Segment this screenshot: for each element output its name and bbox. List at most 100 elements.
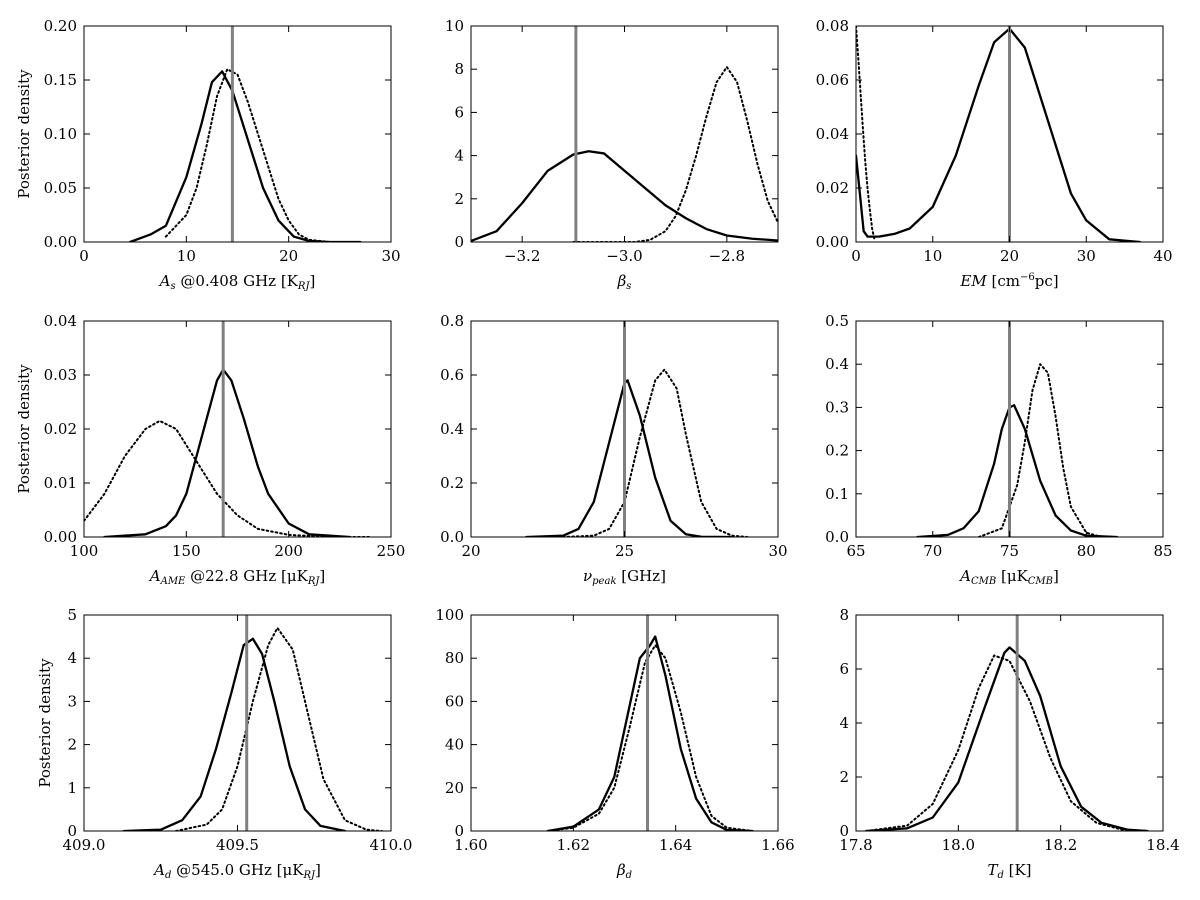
x-axis-label: βs <box>617 272 632 292</box>
y-tick-label: 0.03 <box>44 366 77 384</box>
x-tick-label: 410.0 <box>370 836 413 854</box>
x-tick-label: 10 <box>177 247 196 265</box>
x-tick-label: 200 <box>274 542 303 560</box>
x-tick-label: 85 <box>1153 542 1172 560</box>
y-tick-label: 0 <box>454 233 464 251</box>
y-tick-label: 100 <box>435 606 464 624</box>
y-tick-label: 0.00 <box>44 528 77 546</box>
y-axis-label: Posterior density <box>15 69 33 199</box>
series-dotted-line <box>175 626 383 831</box>
series-solid-line <box>128 70 362 242</box>
y-tick-label: 0.08 <box>816 17 849 35</box>
y-tick-label: 0.20 <box>44 17 77 35</box>
x-tick-label: 409.0 <box>63 836 106 854</box>
y-tick-label: 0.6 <box>440 366 464 384</box>
y-tick-label: 0.00 <box>44 233 77 251</box>
x-axis-label: As @0.408 GHz [KRJ] <box>158 272 316 292</box>
y-tick-label: 0.1 <box>825 485 849 503</box>
series-dotted-line <box>164 68 331 242</box>
x-tick-label: 0 <box>851 247 861 265</box>
y-tick-label: 0.3 <box>825 398 849 416</box>
y-axis-label: Posterior density <box>15 364 33 494</box>
x-tick-label: 250 <box>377 542 406 560</box>
x-tick-label: 18.4 <box>1146 836 1179 854</box>
series-dotted-line <box>546 644 754 831</box>
x-tick-label: 40 <box>1153 247 1172 265</box>
y-tick-label: 0.04 <box>816 125 849 143</box>
y-tick-label: 0.02 <box>816 179 849 197</box>
subplot-7: 409.0 409.5 410.0 0 1 2 3 4 5 Ad @545.0 GHz [μKRJ… <box>36 606 412 881</box>
y-tick-label: 20 <box>445 779 464 797</box>
x-tick-label: 75 <box>1000 542 1019 560</box>
x-tick-label: 1.66 <box>761 836 794 854</box>
x-tick-label: 20 <box>279 247 298 265</box>
series-dotted-line <box>977 363 1103 537</box>
y-tick-label: 0.06 <box>816 71 849 89</box>
y-tick-label: 0.4 <box>440 420 464 438</box>
series-solid-line <box>525 379 734 537</box>
y-tick-label: 8 <box>454 60 464 78</box>
x-tick-label: 150 <box>172 542 201 560</box>
y-tick-label: 0.01 <box>44 474 77 492</box>
series-solid-line <box>856 27 1142 242</box>
x-tick-label: 65 <box>846 542 865 560</box>
x-tick-label: 25 <box>615 542 634 560</box>
x-tick-label: 18.2 <box>1044 836 1077 854</box>
x-tick-label: 1.62 <box>557 836 590 854</box>
y-axis-label: Posterior density <box>36 658 54 788</box>
series-dotted-line <box>84 419 372 537</box>
subplot-6: 65 70 75 80 85 0.0 0.1 0.2 0.3 0.4 0.5 ACMB [μKCMB] <box>825 312 1172 587</box>
y-tick-label: 3 <box>67 692 77 710</box>
series-solid-line <box>471 150 778 242</box>
x-tick-label: 1.60 <box>454 836 487 854</box>
y-tick-label: 80 <box>445 649 464 667</box>
y-tick-label: 6 <box>839 660 849 678</box>
series-solid-line <box>122 637 347 831</box>
y-tick-label: 0 <box>839 822 849 840</box>
y-tick-label: 0.5 <box>825 312 849 330</box>
subplot-9: 17.8 18.0 18.2 18.4 0 2 4 6 8 Td [K] <box>839 606 1179 881</box>
x-tick-label: 0 <box>79 247 89 265</box>
x-tick-label: 80 <box>1077 542 1096 560</box>
y-tick-label: 0.0 <box>440 528 464 546</box>
y-tick-label: 4 <box>454 147 464 165</box>
series-solid-line <box>103 368 352 537</box>
y-tick-label: 2 <box>839 768 849 786</box>
y-tick-label: 2 <box>67 736 77 754</box>
x-axis-label: Td [K] <box>987 861 1031 881</box>
subplot-2: −3.2 −3.0 −2.8 0 2 4 6 8 10 βs <box>445 17 779 292</box>
subplot-3: 0 10 20 30 40 0.00 0.02 0.04 0.06 0.08 EM [cm−6pc] <box>816 17 1173 290</box>
series-dotted-line <box>562 368 749 537</box>
x-tick-label: 18.0 <box>942 836 975 854</box>
x-tick-label: −3.2 <box>504 247 540 265</box>
x-tick-label: 100 <box>70 542 99 560</box>
x-axis-label: νpeak [GHz] <box>583 567 666 587</box>
y-tick-label: 2 <box>454 190 464 208</box>
x-tick-label: 17.8 <box>839 836 872 854</box>
x-tick-label: 30 <box>381 247 400 265</box>
subplot-5: 20 25 30 0.0 0.2 0.4 0.6 0.8 νpeak [GHz] <box>440 312 787 587</box>
series-dotted-line <box>865 654 1149 831</box>
subplot-1: 0 10 20 30 0.00 0.05 0.10 0.15 0.20 As @0.408 GHz… <box>15 17 401 292</box>
x-tick-label: 1.64 <box>659 836 692 854</box>
subplot-4: 100 150 200 250 0.00 0.01 0.02 0.03 0.04 AAME @22… <box>15 312 405 587</box>
x-tick-label: 70 <box>923 542 942 560</box>
x-axis-label: Ad @545.0 GHz [μKRJ] <box>152 861 321 881</box>
x-tick-label: 30 <box>1077 247 1096 265</box>
x-axis-label: EM [cm−6pc] <box>959 272 1058 290</box>
series-solid-line <box>916 404 1119 537</box>
x-tick-label: 30 <box>768 542 787 560</box>
y-tick-label: 0.2 <box>440 474 464 492</box>
y-tick-label: 0.05 <box>44 179 77 197</box>
y-tick-label: 10 <box>445 17 464 35</box>
y-tick-label: 0 <box>67 822 77 840</box>
y-tick-label: 60 <box>445 692 464 710</box>
series-dotted-line <box>572 66 778 242</box>
y-tick-label: 4 <box>839 714 849 732</box>
y-tick-label: 4 <box>67 649 77 667</box>
x-tick-label: 10 <box>923 247 942 265</box>
y-tick-label: 0.15 <box>44 71 77 89</box>
series-dotted-line <box>856 26 876 241</box>
y-tick-label: 8 <box>839 606 849 624</box>
x-tick-label: 20 <box>1000 247 1019 265</box>
